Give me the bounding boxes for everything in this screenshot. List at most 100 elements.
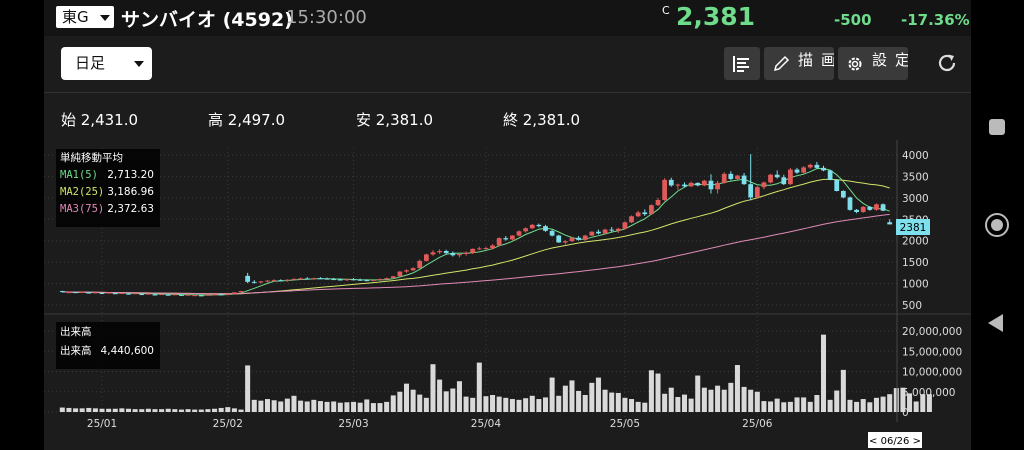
volume-bar (920, 394, 926, 412)
stock-chart[interactable]: 400035003000250020001500100050020,000,00… (44, 140, 971, 450)
recent-apps-button[interactable] (989, 119, 1005, 135)
ma3-value: 2,372.63 (107, 203, 154, 215)
candle-body (543, 226, 548, 231)
period-label: 日足 (75, 54, 106, 72)
ohlc-open: 始 2,431.0 (61, 111, 139, 129)
candle-body (668, 179, 674, 186)
volume-bar (681, 394, 688, 412)
volume-bar (827, 399, 833, 412)
volume-bar (880, 396, 886, 412)
volume-bar (622, 397, 628, 412)
candle-body (615, 228, 621, 231)
volume-bar (655, 373, 661, 412)
candle-body (112, 293, 118, 295)
candle-body (298, 278, 303, 280)
divider (44, 92, 971, 93)
candle-body (801, 167, 807, 173)
candle-body (821, 167, 826, 171)
volume-bar (662, 393, 668, 412)
volume-bar (781, 402, 787, 412)
pencil-icon (773, 55, 790, 72)
candle-body (529, 224, 535, 229)
settings-button[interactable]: 設定 (838, 47, 908, 80)
date-tick-label: 25/01 (87, 418, 117, 430)
volume-bar (351, 401, 357, 412)
candle-body (536, 224, 542, 227)
volume-bar (907, 393, 913, 412)
volume-bar (688, 398, 694, 412)
candle-body (748, 184, 754, 198)
volume-bar (73, 408, 79, 412)
volume-bar (86, 407, 92, 412)
volume-bar (887, 394, 893, 412)
volume-bar (198, 409, 204, 412)
candle-body (549, 230, 555, 236)
volume-tick-label: 20,000,000 (902, 326, 962, 338)
candle-body (93, 292, 98, 294)
draw-button[interactable]: 描画 (764, 47, 834, 80)
candles (59, 154, 893, 297)
candle-body (847, 197, 853, 210)
volume-bar (629, 399, 635, 412)
volume-bar (59, 407, 65, 412)
home-button[interactable] (985, 213, 1009, 237)
price-change-pct: -17.36% (901, 11, 970, 29)
candle-body (79, 291, 85, 293)
volume-bar (152, 409, 158, 412)
candle-body (172, 294, 178, 296)
candle-body (185, 294, 191, 296)
volume-legend-label: 出来高 (60, 344, 92, 357)
indicator-button[interactable] (724, 47, 760, 80)
market-select[interactable]: 東G (56, 6, 114, 28)
volume-bar (609, 392, 615, 412)
candle-body (423, 254, 429, 261)
volume-bar (125, 408, 132, 412)
candle-body (754, 187, 760, 198)
volume-bar (701, 387, 707, 412)
refresh-icon[interactable] (936, 52, 958, 74)
volume-bar (820, 334, 827, 412)
volume-bar (503, 397, 509, 412)
back-button[interactable] (988, 314, 1003, 332)
ma3-label: MA3(75) (60, 203, 104, 215)
period-select[interactable]: 日足 (61, 47, 152, 80)
candle-body (397, 271, 403, 277)
candle-body (840, 191, 846, 198)
volume-bar (165, 408, 171, 412)
volume-bar (251, 399, 257, 412)
volume-bar (245, 365, 251, 412)
price-tick-label: 1500 (902, 257, 929, 269)
ma1-line (62, 167, 890, 296)
volume-bar (450, 388, 456, 412)
candle-body (622, 222, 628, 229)
candle-body (556, 235, 562, 243)
volume-bar (364, 399, 370, 412)
candle-body (642, 212, 648, 215)
draw-label: 描画 (798, 51, 834, 69)
volume-bar (377, 403, 383, 412)
gear-icon (848, 57, 862, 71)
chevron-down-icon (134, 61, 144, 67)
price-tag-label: 2381 (900, 222, 927, 234)
candle-body (483, 248, 489, 249)
candle-body (430, 252, 436, 255)
candle-body (794, 169, 800, 173)
volume-tick-label: 0 (902, 407, 909, 419)
volume-bar (106, 408, 112, 412)
candle-body (318, 278, 323, 280)
candle-body (212, 294, 217, 296)
volume-bar (814, 394, 820, 412)
candle-body (463, 252, 469, 254)
candle-body (364, 280, 370, 282)
volume-bar (212, 408, 218, 412)
candle-body (205, 294, 211, 296)
volume-bar (271, 400, 277, 412)
volume-bar (456, 381, 462, 412)
volume-bar (801, 397, 807, 412)
candle-body (490, 245, 495, 248)
volume-bar (423, 397, 429, 412)
close-mark: C (662, 4, 670, 17)
candle-body (198, 295, 204, 297)
volume-bar (99, 408, 105, 412)
volume-bar (132, 409, 138, 412)
